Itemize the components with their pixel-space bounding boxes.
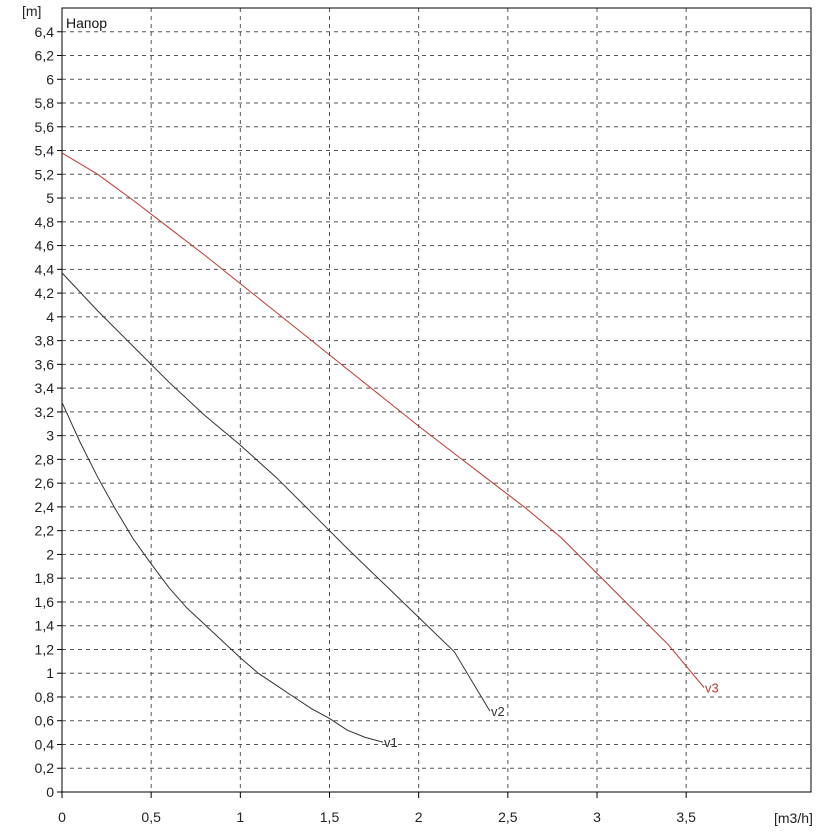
y-tick-label: 4,4 — [35, 261, 55, 277]
y-tick-label: 1 — [46, 665, 54, 681]
y-tick-label: 2,8 — [35, 451, 55, 467]
chart-title: Напор — [66, 15, 107, 31]
x-axis: 0 0,5 1 1,5 2 2,5 3 3,5 — [58, 792, 696, 825]
series-label-v1: v1 — [384, 735, 398, 750]
y-tick-label: 1,2 — [35, 641, 55, 657]
x-tick-label: 2,5 — [498, 809, 518, 825]
y-tick-label: 1,6 — [35, 594, 55, 610]
y-tick-label: 3,2 — [35, 404, 55, 420]
y-tick-label: 5,4 — [35, 143, 55, 159]
y-tick-label: 2,6 — [35, 475, 55, 491]
series-line-v3 — [61, 152, 705, 688]
x-tick-label: 3,5 — [676, 809, 696, 825]
y-tick-label: 6,4 — [35, 24, 55, 40]
y-tick-label: 0,2 — [35, 760, 55, 776]
x-tick-label: 0,5 — [141, 809, 161, 825]
series-line-v2 — [61, 272, 491, 712]
y-tick-label: 4 — [46, 309, 54, 325]
y-tick-label: 3,4 — [35, 380, 55, 396]
x-tick-label: 2 — [415, 809, 423, 825]
x-tick-label: 1,5 — [320, 809, 340, 825]
y-tick-label: 6 — [46, 71, 54, 87]
x-tick-label: 1 — [236, 809, 244, 825]
y-tick-label: 5,6 — [35, 119, 55, 135]
y-tick-label: 5 — [46, 190, 54, 206]
y-tick-label: 4,6 — [35, 238, 55, 254]
series-label-v3: v3 — [705, 680, 719, 695]
series-group: v1 v2 v3 — [61, 152, 719, 750]
y-tick-label: 1,8 — [35, 570, 55, 586]
y-tick-label: 3 — [46, 428, 54, 444]
y-tick-label: 0 — [46, 784, 54, 800]
y-tick-label: 3,6 — [35, 356, 55, 372]
y-tick-label: 6,2 — [35, 48, 55, 64]
x-tick-label: 3 — [593, 809, 601, 825]
y-tick-label: 3,8 — [35, 333, 55, 349]
y-tick-label: 0,6 — [35, 713, 55, 729]
y-tick-label: 5,8 — [35, 95, 55, 111]
x-tick-label: 0 — [58, 809, 66, 825]
y-tick-label: 4,8 — [35, 214, 55, 230]
y-tick-label: 0,8 — [35, 689, 55, 705]
series-line-v1 — [61, 402, 384, 743]
y-tick-label: 5,2 — [35, 166, 55, 182]
y-axis: 0 0,2 0,4 0,6 0,8 1 1,2 1,4 1,6 1,8 2 2,2 2,4 2,6 2,8 3… — [35, 24, 62, 800]
grid-lines — [62, 8, 811, 792]
plot-frame — [61, 7, 812, 793]
y-tick-label: 2,4 — [35, 499, 55, 515]
y-axis-label: [m] — [22, 3, 41, 19]
y-tick-label: 0,4 — [35, 736, 55, 752]
series-label-v2: v2 — [491, 704, 505, 719]
x-axis-label: [m3/h] — [774, 810, 813, 826]
y-tick-label: 1,4 — [35, 618, 55, 634]
y-tick-label: 2,2 — [35, 523, 55, 539]
y-tick-label: 2 — [46, 546, 54, 562]
y-tick-label: 4,2 — [35, 285, 55, 301]
